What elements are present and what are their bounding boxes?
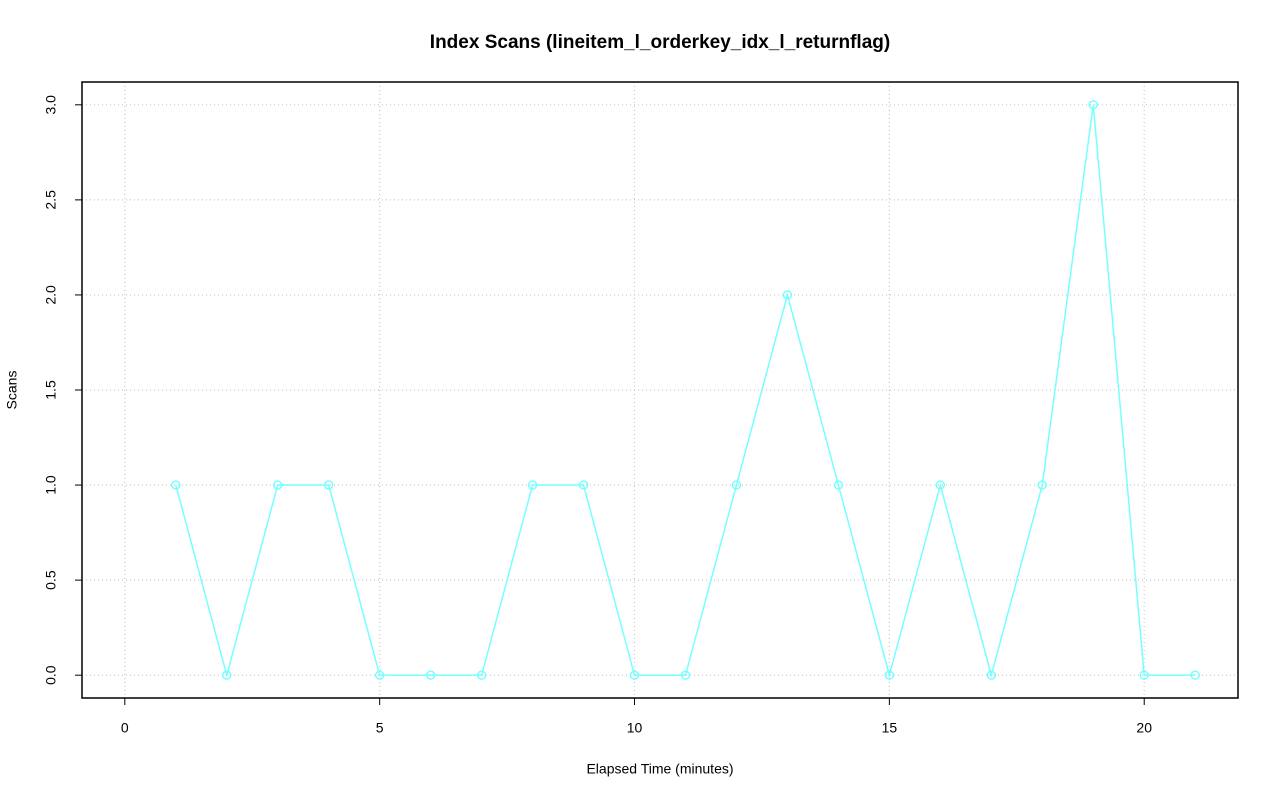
y-tick-label: 1.5 (43, 380, 59, 400)
data-point (680, 670, 691, 680)
data-point (629, 670, 640, 680)
data-point (374, 670, 385, 680)
x-axis-label: Elapsed Time (minutes) (586, 761, 733, 777)
data-point (1088, 100, 1098, 110)
x-tick-label: 15 (882, 720, 898, 736)
data-point (1037, 480, 1048, 490)
x-tick-label: 20 (1136, 720, 1152, 736)
data-point (527, 480, 538, 490)
chart-title: Index Scans (lineitem_l_orderkey_idx_l_r… (430, 32, 890, 53)
data-point (884, 670, 895, 680)
y-axis-label: Scans (4, 371, 20, 410)
y-tick-label: 2.5 (43, 190, 59, 210)
data-point (425, 670, 436, 680)
y-tick-label: 0.5 (43, 570, 59, 590)
data-point (171, 480, 181, 490)
y-tick-label: 3.0 (43, 95, 59, 115)
data-point (476, 670, 487, 680)
data-point (1139, 670, 1149, 680)
data-point (1190, 670, 1200, 680)
x-tick-label: 5 (376, 720, 384, 736)
data-point (731, 480, 742, 490)
plot-frame (81, 81, 1239, 699)
x-tick-label: 10 (627, 720, 643, 736)
data-point (833, 480, 844, 490)
y-tick-label: 0.0 (43, 665, 59, 685)
y-tick-label: 2.0 (43, 285, 59, 305)
y-tick-label: 1.0 (43, 475, 59, 495)
x-tick-label: 0 (121, 720, 129, 736)
data-point (986, 670, 997, 680)
data-point (578, 480, 589, 490)
data-point (935, 480, 946, 490)
data-line (175, 104, 1196, 679)
data-point (272, 480, 283, 490)
data-point (782, 290, 793, 300)
data-point (222, 670, 232, 680)
data-point (323, 480, 334, 490)
